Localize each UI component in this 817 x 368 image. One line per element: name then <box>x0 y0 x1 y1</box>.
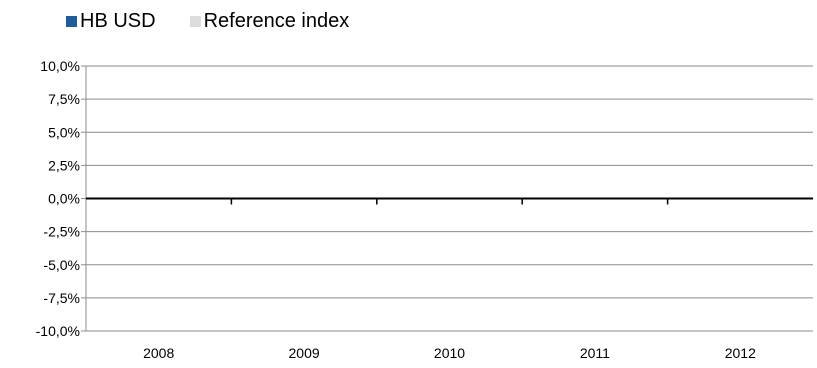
legend-label-hb-usd: HB USD <box>80 10 156 32</box>
legend-item-hb-usd: HB USD <box>66 10 156 33</box>
x-tick-label: 2008 <box>143 345 174 361</box>
y-tick-label: 5,0% <box>48 124 80 140</box>
legend-label-reference-index: Reference index <box>203 10 350 32</box>
y-tick-label: 0,0% <box>48 191 80 207</box>
x-tick-label: 2012 <box>725 345 756 361</box>
legend: HB USD Reference index <box>66 10 349 33</box>
x-tick-label: 2009 <box>289 345 320 361</box>
legend-swatch-hb-usd <box>66 16 77 27</box>
x-tick-label: 2010 <box>434 345 465 361</box>
y-tick-label: 10,0% <box>40 58 80 74</box>
y-tick-label: -2,5% <box>43 224 80 240</box>
y-tick-label: -5,0% <box>43 257 80 273</box>
legend-swatch-reference-index <box>189 16 201 27</box>
y-tick-label: -10,0% <box>36 323 80 339</box>
legend-item-reference-index: Reference index <box>189 10 350 33</box>
y-tick-label: -7,5% <box>43 290 80 306</box>
y-tick-label: 2,5% <box>48 157 80 173</box>
y-tick-label: 7,5% <box>48 91 80 107</box>
x-tick-label: 2011 <box>580 345 610 361</box>
